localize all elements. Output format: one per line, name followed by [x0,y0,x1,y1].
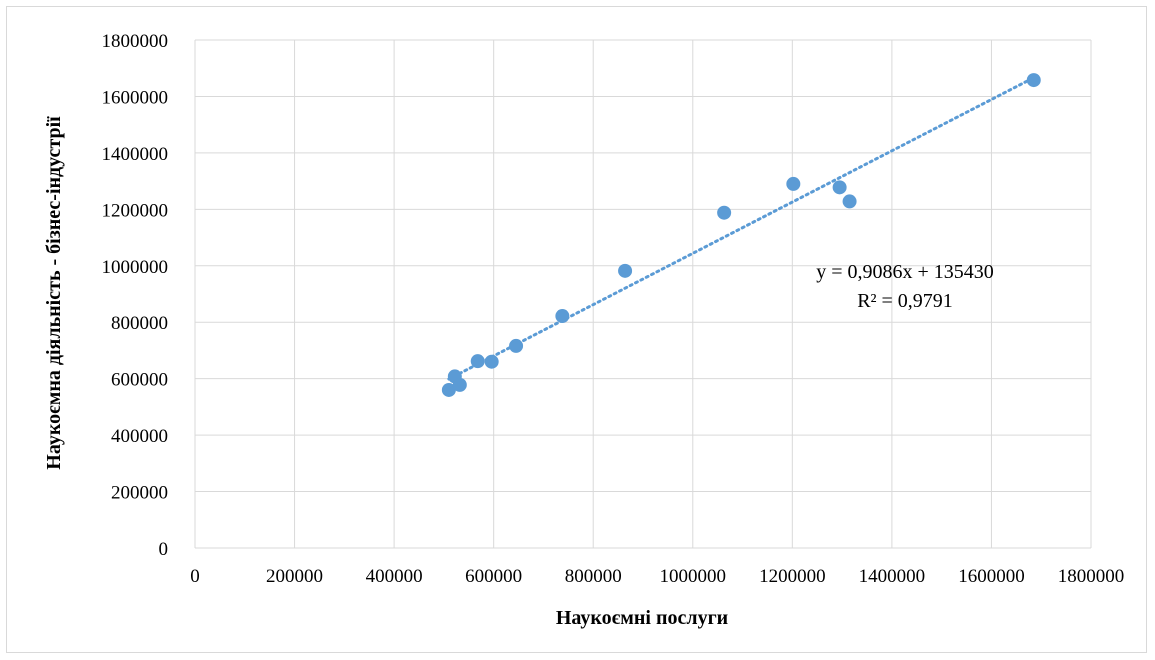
data-point [717,205,732,220]
y-tick-label: 200000 [111,483,168,504]
data-point [842,194,857,209]
data-point [786,176,801,191]
x-tick-label: 600000 [465,566,522,587]
chart-area [6,6,1147,653]
y-axis-title: Наукоємна діяльність - бізнес-індустрії [43,116,65,470]
data-point [452,377,467,392]
x-tick-label: 1400000 [859,566,926,587]
y-tick-labels: 0 200000 400000 600000 800000 1000000 1200000 1… [102,31,169,560]
data-point [832,180,847,195]
data-point [470,354,485,369]
x-tick-labels: 0 200000 400000 600000 800000 1000000 1200000 1… [190,566,1124,587]
x-tick-label: 800000 [565,566,622,587]
x-tick-label: 1800000 [1058,566,1125,587]
data-point [1026,73,1041,88]
data-point [555,309,570,324]
y-tick-label: 1400000 [102,144,169,165]
y-tick-label: 1800000 [102,31,169,52]
y-tick-label: 400000 [111,426,168,447]
y-tick-label: 1200000 [102,200,169,221]
x-tick-label: 0 [190,566,200,587]
x-tick-label: 400000 [366,566,423,587]
y-tick-label: 1000000 [102,257,169,278]
data-points [441,73,1041,397]
y-tick-label: 1600000 [102,87,169,108]
y-tick-label: 0 [159,539,169,560]
trendline-r-squared: R² = 0,9791 [857,290,953,312]
y-tick-label: 600000 [111,370,168,391]
data-point [484,354,499,369]
x-tick-label: 200000 [266,566,323,587]
x-tick-label: 1600000 [958,566,1025,587]
data-point [618,263,633,278]
x-axis-title: Наукоємні послуги [556,607,728,629]
trendline-group [447,76,1036,381]
linear-trendline [447,76,1036,381]
axes [194,40,1091,549]
x-tick-label: 1000000 [660,566,727,587]
trendline-equation: y = 0,9086x + 135430 [816,261,994,283]
x-tick-label: 1200000 [759,566,826,587]
y-tick-label: 800000 [111,313,168,334]
data-point [509,338,524,353]
gridlines [195,39,1092,548]
data-point [441,382,456,397]
